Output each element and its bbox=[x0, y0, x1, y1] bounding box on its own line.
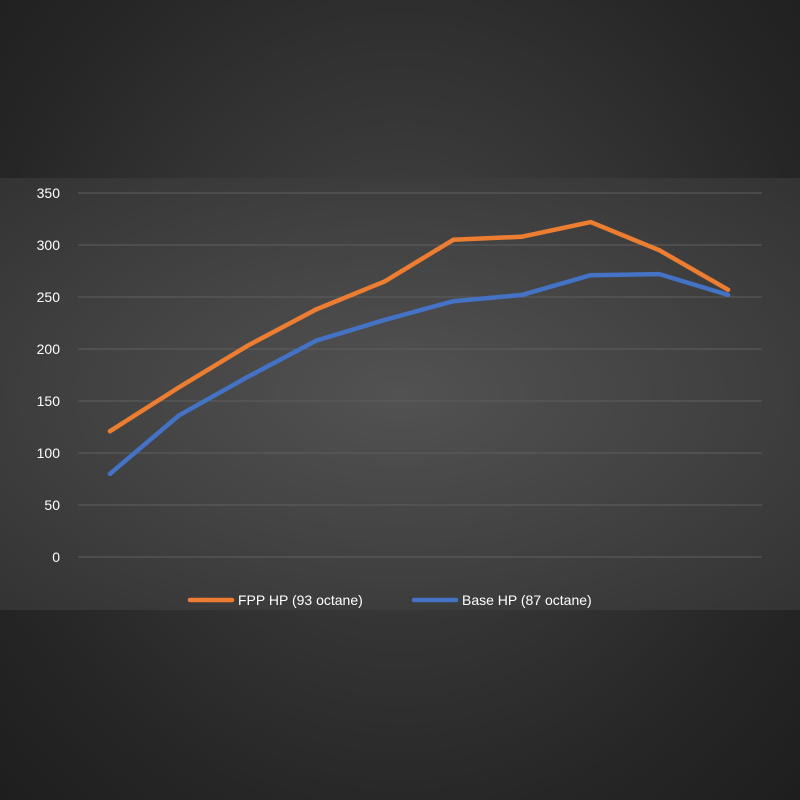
data-point-s1-4 bbox=[382, 317, 387, 323]
data-point-s0-9 bbox=[725, 287, 731, 292]
y-tick-label-350: 350 bbox=[37, 185, 61, 201]
y-tick-label-150: 150 bbox=[37, 393, 61, 409]
legend: FPP HP (93 octane) Base HP (87 octane) bbox=[187, 592, 592, 608]
data-point-s1-3 bbox=[313, 338, 319, 343]
data-point-s0-0 bbox=[107, 428, 113, 434]
data-point-s1-7 bbox=[588, 272, 593, 278]
data-point-s1-0 bbox=[107, 471, 113, 476]
y-tick-label-250: 250 bbox=[37, 289, 61, 305]
data-point-s1-5 bbox=[451, 298, 456, 304]
series-line-1 bbox=[107, 271, 731, 477]
y-tick-label-200: 200 bbox=[37, 341, 61, 357]
data-point-s1-2 bbox=[245, 374, 250, 380]
data-point-s1-6 bbox=[519, 292, 525, 298]
y-tick-label-0: 0 bbox=[52, 549, 60, 565]
y-tick-label-50: 50 bbox=[44, 497, 60, 513]
data-point-s0-7 bbox=[588, 219, 593, 225]
legend-label-1: Base HP (87 octane) bbox=[462, 592, 592, 608]
data-point-s1-1 bbox=[176, 413, 181, 418]
data-point-s0-6 bbox=[519, 234, 525, 239]
y-tick-label-100: 100 bbox=[37, 445, 61, 461]
y-axis-tick-labels: 350 300 250 200 150 100 50 0 bbox=[37, 185, 61, 565]
data-point-s0-1 bbox=[176, 385, 181, 390]
series-line-0 bbox=[107, 219, 731, 434]
data-point-s0-4 bbox=[382, 279, 387, 284]
chart-background bbox=[0, 178, 800, 610]
series-lines bbox=[107, 219, 731, 477]
data-point-s0-8 bbox=[657, 248, 662, 253]
data-point-s1-8 bbox=[657, 271, 662, 277]
data-point-s1-9 bbox=[725, 292, 731, 298]
data-point-s0-2 bbox=[245, 343, 250, 349]
legend-label-0: FPP HP (93 octane) bbox=[238, 592, 363, 608]
data-point-s0-5 bbox=[451, 237, 456, 242]
gridlines bbox=[78, 192, 762, 558]
y-tick-label-300: 300 bbox=[37, 237, 61, 253]
data-point-s0-3 bbox=[313, 307, 319, 312]
